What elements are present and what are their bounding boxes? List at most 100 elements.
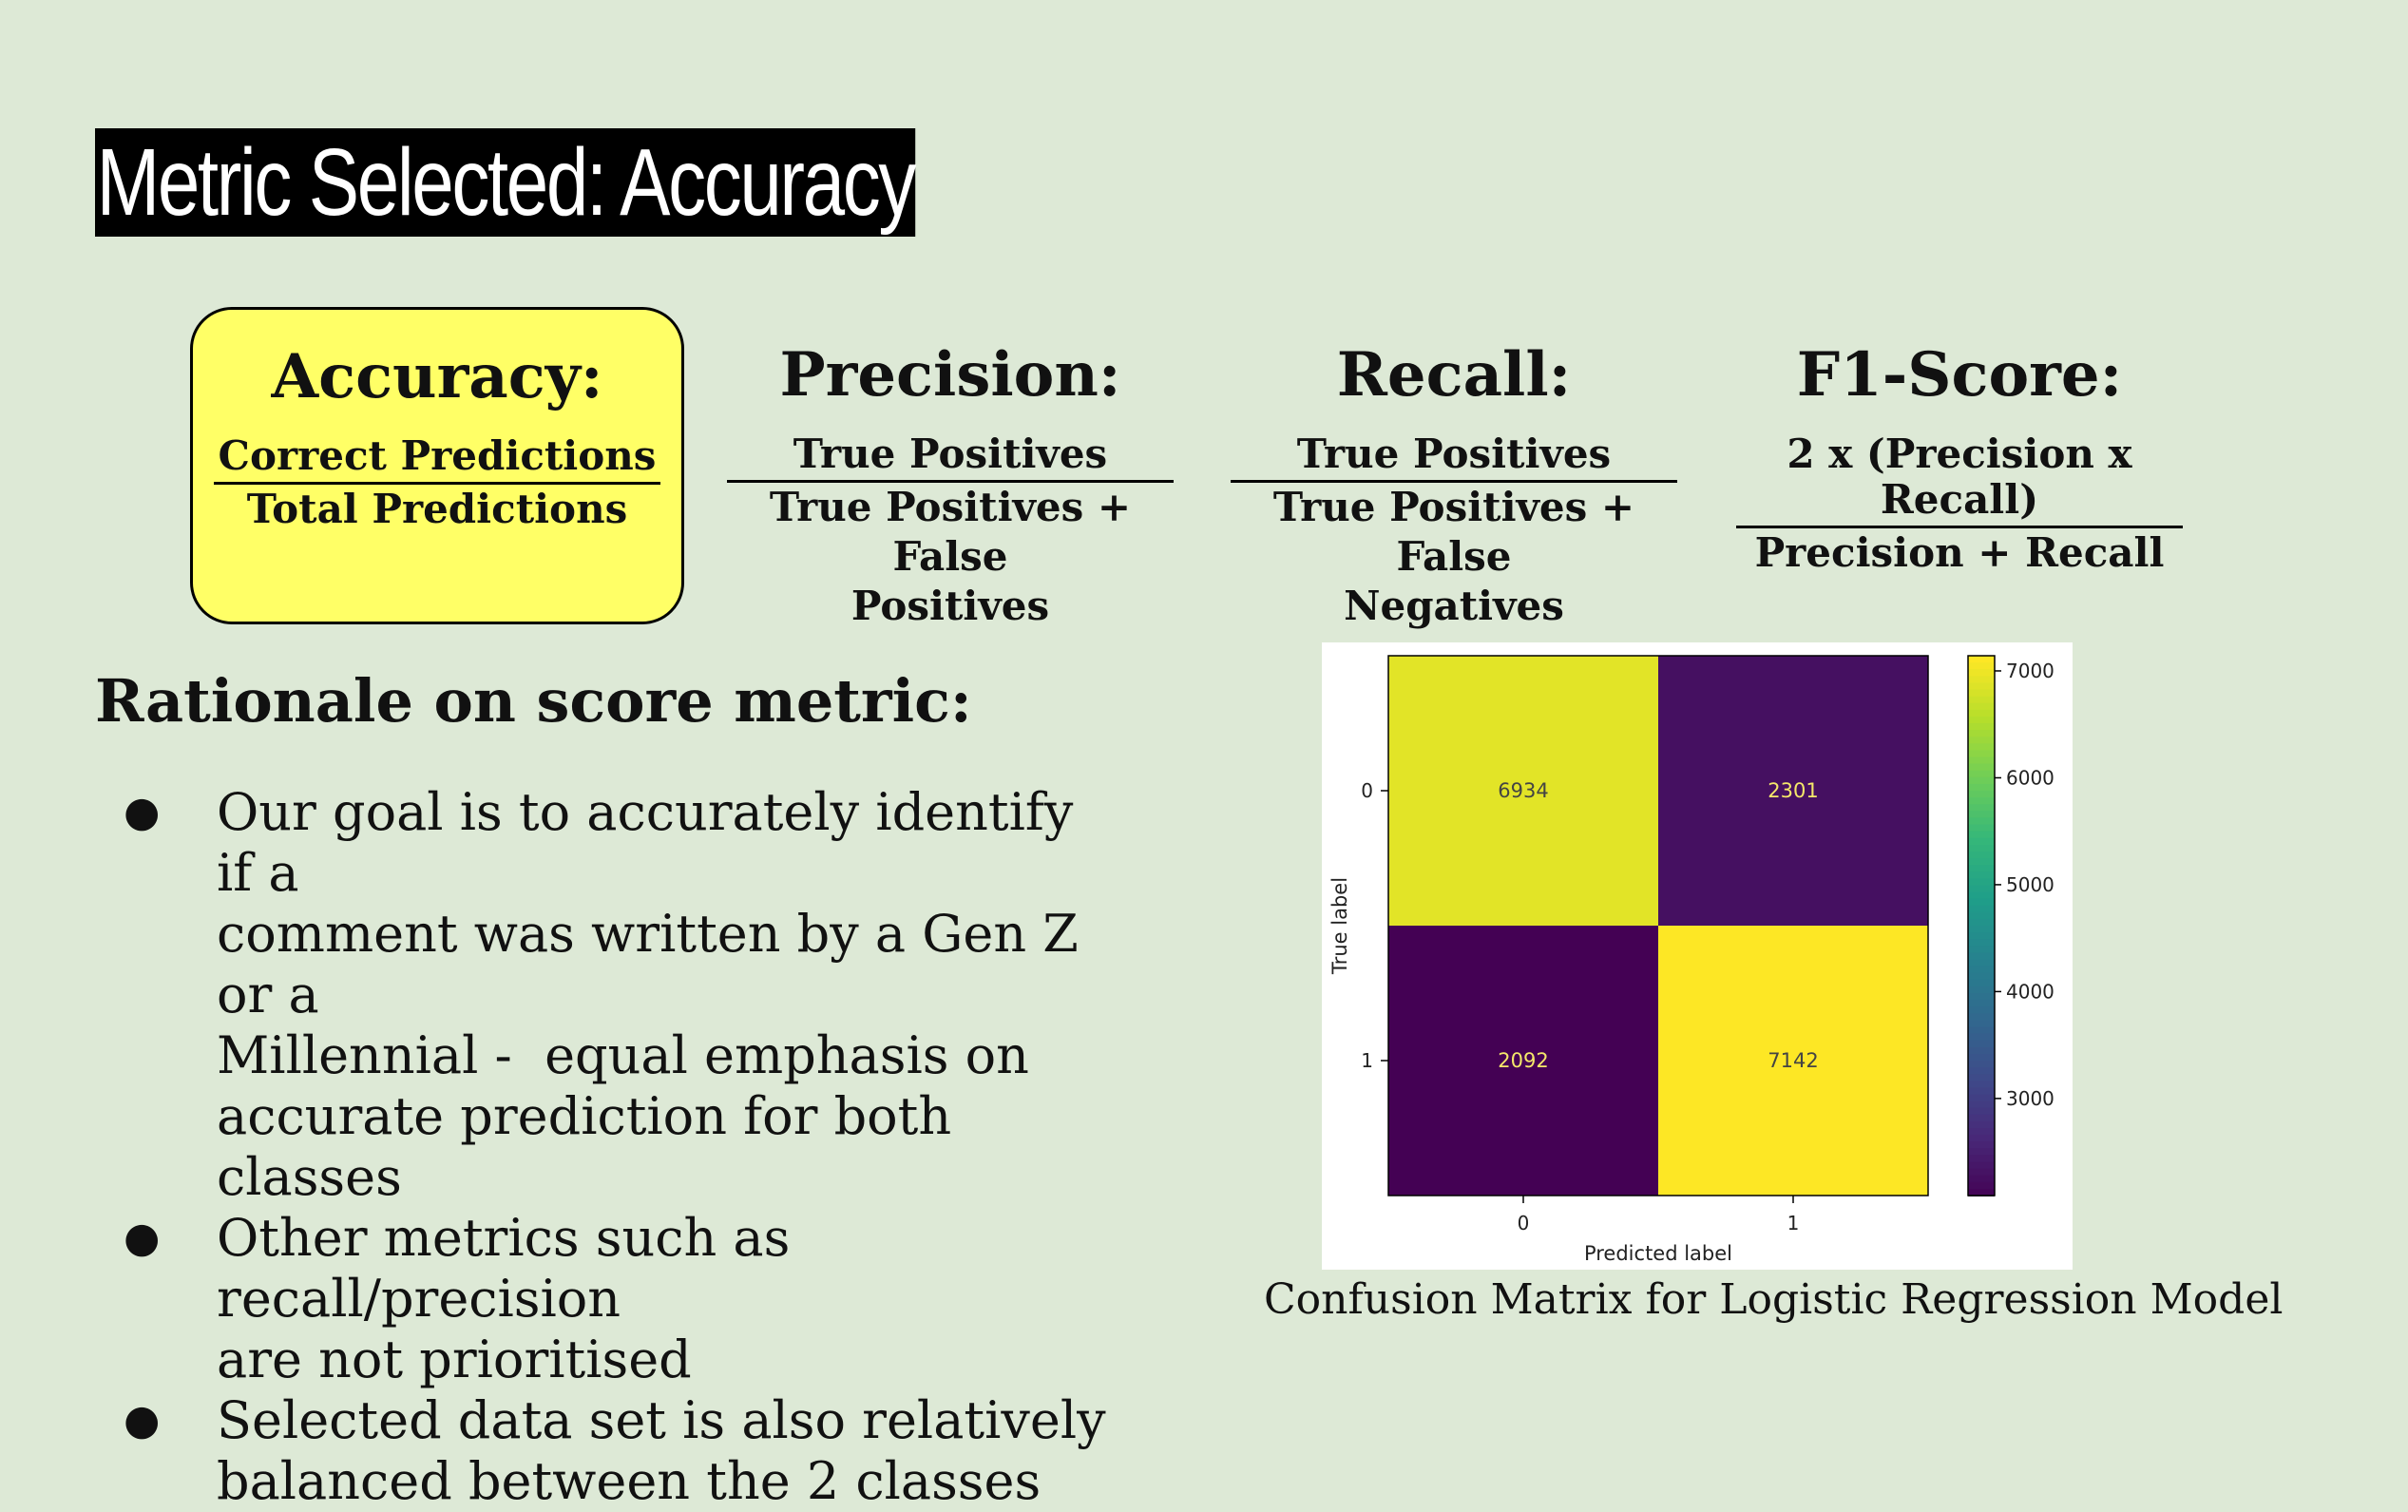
colorbar-segment	[1968, 979, 1995, 987]
colorbar-segment	[1968, 1013, 1995, 1022]
colorbar-segment	[1968, 905, 1995, 913]
colorbar-segment	[1968, 662, 1995, 671]
rationale-heading: Rationale on score metric:	[95, 666, 972, 736]
colorbar-segment	[1968, 656, 1995, 664]
colorbar-segment	[1968, 702, 1995, 711]
colorbar-segment	[1968, 1053, 1995, 1062]
colorbar-segment	[1968, 865, 1995, 873]
colorbar-segment	[1968, 986, 1995, 994]
colorbar-segment	[1968, 1181, 1995, 1190]
metric-denominator: True Positives + False	[769, 484, 1132, 580]
colorbar-segment	[1968, 797, 1995, 806]
colorbar-segment	[1968, 1046, 1995, 1055]
colorbar-segment	[1968, 1020, 1995, 1028]
fraction-bar	[1231, 480, 1677, 483]
colorbar-segment	[1968, 783, 1995, 792]
x-tick-label: 0	[1518, 1212, 1530, 1234]
colorbar-segment	[1968, 837, 1995, 846]
colorbar-segment	[1968, 959, 1995, 967]
fraction-bar	[214, 482, 660, 485]
colorbar-segment	[1968, 723, 1995, 732]
bullet-line: Millennial - equal emphasis on	[217, 1025, 1029, 1085]
x-tick-label: 1	[1787, 1212, 1800, 1234]
colorbar-segment	[1968, 972, 1995, 981]
colorbar-segment	[1968, 1120, 1995, 1129]
colorbar-segment	[1968, 750, 1995, 758]
colorbar-segment	[1968, 1148, 1995, 1157]
metric-f1: F1-Score: 2 x (Precision x Recall) Preci…	[1731, 306, 2188, 578]
bullet-icon: ●	[124, 788, 161, 836]
metric-name: Accuracy:	[271, 341, 603, 412]
metric-denominator-cont: Negatives	[1344, 583, 1564, 629]
bullet-line: Other metrics such as recall/precision	[217, 1208, 791, 1329]
colorbar-segment	[1968, 871, 1995, 880]
colorbar-segment	[1968, 966, 1995, 974]
colorbar-tick-label: 5000	[2006, 873, 2054, 896]
fraction-bar	[1736, 526, 2183, 528]
colorbar-segment	[1968, 1081, 1995, 1089]
colorbar-segment	[1968, 926, 1995, 934]
colorbar-segment	[1968, 1135, 1995, 1143]
metric-numerator: True Positives	[1296, 431, 1612, 477]
colorbar-segment	[1968, 1006, 1995, 1015]
colorbar-segment	[1968, 669, 1995, 678]
colorbar-segment	[1968, 911, 1995, 920]
bullet-line: Selected data set is also relatively	[217, 1390, 1106, 1450]
metric-denominator: Precision + Recall	[1754, 529, 2165, 576]
colorbar-segment	[1968, 946, 1995, 954]
colorbar-segment	[1968, 1168, 1995, 1177]
rationale-list: ● Our goal is to accurately identify if …	[95, 782, 1121, 1512]
y-tick-label: 0	[1361, 779, 1373, 802]
colorbar-segment	[1968, 756, 1995, 765]
colorbar-segment	[1968, 1114, 1995, 1122]
cell-value-label: 2092	[1498, 1049, 1548, 1072]
colorbar-segment	[1968, 891, 1995, 900]
colorbar-segment	[1968, 1033, 1995, 1042]
metric-numerator: 2 x (Precision x Recall)	[1787, 431, 2132, 523]
colorbar-tick-label: 7000	[2006, 660, 2054, 682]
bullet-line: are not prioritised	[217, 1330, 692, 1389]
metric-denominator: True Positives + False	[1272, 484, 1635, 580]
colorbar-segment	[1968, 770, 1995, 778]
confusion-matrix-image: 6934 2301 2092 7142 0 1 0 1 Predicted label True …	[1322, 642, 2073, 1270]
fraction-bar	[727, 480, 1174, 483]
colorbar-segment	[1968, 791, 1995, 799]
metric-precision: Precision: True Positives True Positives…	[722, 306, 1178, 631]
colorbar-segment	[1968, 858, 1995, 867]
metric-numerator: Correct Predictions	[218, 432, 657, 479]
colorbar-segment	[1968, 817, 1995, 826]
colorbar-segment	[1968, 676, 1995, 684]
colorbar-segment	[1968, 682, 1995, 691]
colorbar-tick-label: 6000	[2006, 766, 2054, 789]
colorbar-segment	[1968, 1107, 1995, 1116]
colorbar-segment	[1968, 1026, 1995, 1035]
page-title: Metric Selected: Accuracy	[95, 128, 916, 237]
colorbar-segment	[1968, 885, 1995, 893]
colorbar-segment	[1968, 763, 1995, 772]
colorbar-segment	[1968, 1188, 1995, 1196]
colorbar-segment	[1968, 851, 1995, 859]
colorbar-segment	[1968, 743, 1995, 752]
matrix-cell	[1388, 656, 1658, 926]
metric-numerator: True Positives	[793, 431, 1108, 477]
metric-denominator-cont: Positives	[850, 583, 1050, 629]
colorbar-segment	[1968, 993, 1995, 1002]
x-axis-label: Predicted label	[1584, 1242, 1732, 1265]
metric-recall: Recall: True Positives True Positives + …	[1226, 306, 1682, 631]
colorbar-segment	[1968, 1061, 1995, 1069]
matrix-frame	[1387, 655, 1929, 1196]
colorbar-segment	[1968, 952, 1995, 961]
cell-value-label: 6934	[1498, 779, 1548, 802]
y-axis-label: True label	[1328, 877, 1351, 975]
cell-value-label: 2301	[1768, 779, 1818, 802]
bullet-line: comment was written by a Gen Z or a	[217, 904, 1079, 1024]
matrix-cell	[1658, 926, 1928, 1196]
colorbar-tick-label: 4000	[2006, 980, 2054, 1003]
colorbar-segment	[1968, 1067, 1995, 1076]
colorbar-segment	[1968, 1128, 1995, 1137]
colorbar-segment	[1968, 1094, 1995, 1102]
bullet-icon: ●	[124, 1396, 161, 1445]
list-item: ● Our goal is to accurately identify if …	[95, 782, 1121, 1208]
colorbar-segment	[1968, 1000, 1995, 1008]
metric-denominator: Total Predictions	[246, 486, 628, 532]
